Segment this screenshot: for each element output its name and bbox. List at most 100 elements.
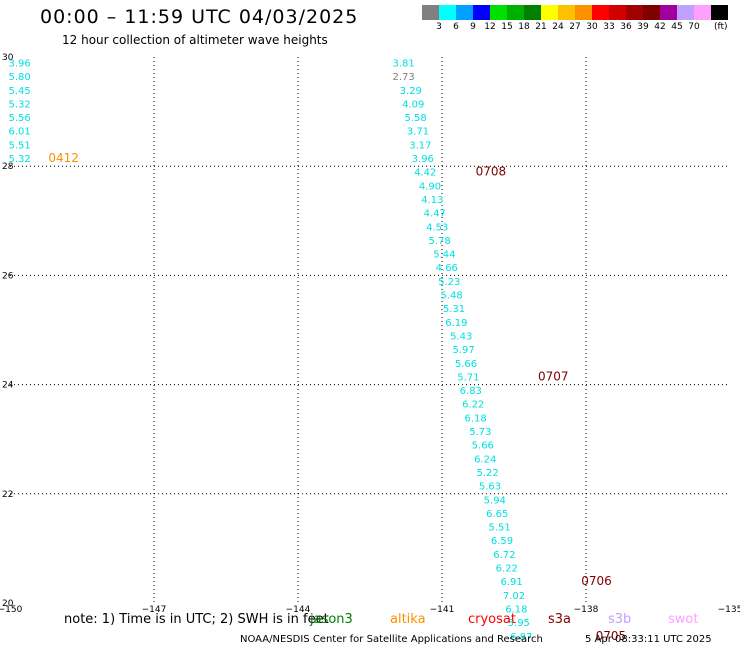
latitude-tick-label: 26 <box>2 271 14 281</box>
wave-height-value: 3.29 <box>400 86 422 97</box>
wave-height-value: 4.66 <box>436 263 458 274</box>
color-swatch <box>490 5 507 20</box>
wave-height-value: 6.87 <box>510 632 532 643</box>
pass-time-label: 0705 <box>596 629 627 643</box>
plot-subtitle: 12 hour collection of altimeter wave hei… <box>62 33 328 47</box>
wave-height-value: 2.73 <box>392 72 414 83</box>
color-legend-label: 15 <box>501 22 513 32</box>
longitude-tick-label: −135 <box>718 605 740 615</box>
wave-height-value: 6.59 <box>491 536 513 547</box>
wave-height-value: 5.66 <box>472 441 494 452</box>
legend-unit: (ft) <box>714 22 728 32</box>
wave-height-value: 5.80 <box>8 72 30 83</box>
color-swatch <box>626 5 643 20</box>
wave-height-value: 6.01 <box>8 127 30 138</box>
pass-time-label: 0708 <box>476 165 507 179</box>
latitude-tick-label: 24 <box>2 381 14 391</box>
wave-height-value: 5.31 <box>443 304 465 315</box>
wave-height-value: 5.51 <box>488 523 510 534</box>
color-swatch <box>660 5 677 20</box>
color-swatch <box>524 5 541 20</box>
color-swatch <box>439 5 456 20</box>
wave-height-value: 3.71 <box>407 127 429 138</box>
wave-height-value: 5.43 <box>450 331 472 342</box>
wave-height-value: 4.42 <box>414 168 436 179</box>
color-legend-label: 18 <box>518 22 530 32</box>
satellite-legend-item: s3a <box>548 612 572 627</box>
longitude-tick-label: −147 <box>142 605 167 615</box>
wave-height-value: 3.96 <box>8 58 30 69</box>
color-legend-label: 30 <box>586 22 598 32</box>
wave-height-value: 6.83 <box>460 386 482 397</box>
color-swatch <box>422 5 439 20</box>
satellite-legend-item: swot <box>668 612 699 627</box>
wave-height-value: 4.90 <box>419 181 441 192</box>
color-swatch <box>473 5 490 20</box>
wave-height-value: 6.22 <box>496 564 518 575</box>
wave-height-value: 5.48 <box>440 291 462 302</box>
color-legend-label: 27 <box>569 22 581 32</box>
color-swatch <box>456 5 473 20</box>
pass-time-label: 0412 <box>48 151 79 165</box>
longitude-tick-label: −141 <box>430 605 455 615</box>
wave-height-value: 6.18 <box>464 413 486 424</box>
color-legend-label: 12 <box>484 22 496 32</box>
credit-text: NOAA/NESDIS Center for Satellite Applica… <box>240 634 543 645</box>
color-legend-label: 39 <box>637 22 649 32</box>
wave-height-value: 4.47 <box>424 209 446 220</box>
wave-height-value: 4.09 <box>402 99 424 110</box>
wave-height-value: 5.71 <box>457 372 479 383</box>
generated-timestamp: 5 Apr 08:33:11 UTC 2025 <box>585 634 712 645</box>
satellite-legend-item: altika <box>390 612 426 627</box>
wave-height-value: 6.19 <box>445 318 467 329</box>
longitude-tick-label: −144 <box>286 605 311 615</box>
color-legend-label: 3 <box>436 22 442 32</box>
wave-height-value: 5.22 <box>476 468 498 479</box>
latitude-tick-label: 22 <box>2 490 13 500</box>
color-legend-label: 9 <box>470 22 476 32</box>
color-legend-label: 21 <box>535 22 547 32</box>
color-swatch <box>694 5 711 20</box>
color-swatch <box>643 5 660 20</box>
wave-height-value: 7.02 <box>503 591 525 602</box>
pass-time-label: 0706 <box>581 574 612 588</box>
wave-height-value: 5.44 <box>433 250 455 261</box>
color-swatch <box>575 5 592 20</box>
color-swatch <box>558 5 575 20</box>
wave-height-value: 5.45 <box>8 86 30 97</box>
color-legend-label: 42 <box>654 22 666 32</box>
latitude-tick-label: 20 <box>2 599 14 609</box>
footnote: note: 1) Time is in UTC; 2) SWH is in fe… <box>64 612 329 627</box>
wave-height-value: 5.23 <box>438 277 460 288</box>
wave-height-value: 6.91 <box>500 577 522 588</box>
color-swatch <box>541 5 558 20</box>
wave-height-value: 6.18 <box>505 604 527 615</box>
wave-height-value: 6.65 <box>486 509 508 520</box>
wave-height-value: 5.95 <box>508 618 530 629</box>
latitude-tick-label: 28 <box>2 162 14 172</box>
wave-height-value: 5.51 <box>8 140 30 151</box>
color-legend-label: 36 <box>620 22 632 32</box>
latitude-tick-label: 30 <box>2 53 14 63</box>
wave-height-value: 5.73 <box>469 427 491 438</box>
wave-height-value: 3.17 <box>409 140 431 151</box>
wave-height-value: 6.22 <box>462 400 484 411</box>
wave-height-value: 4.53 <box>426 222 448 233</box>
pass-time-label: 0707 <box>538 369 569 383</box>
wave-height-value: 5.63 <box>479 482 501 493</box>
wave-height-value: 5.32 <box>8 99 30 110</box>
wave-height-value: 6.72 <box>493 550 515 561</box>
color-swatch <box>677 5 694 20</box>
longitude-tick-label: −150 <box>0 605 23 615</box>
wave-height-value: 5.66 <box>455 359 477 370</box>
color-swatch <box>507 5 524 20</box>
color-swatch <box>609 5 626 20</box>
wave-height-value: 3.81 <box>392 58 414 69</box>
wave-height-value: 5.56 <box>8 113 30 124</box>
plot-title: 00:00 – 11:59 UTC 04/03/2025 <box>40 6 359 28</box>
wave-height-value: 5.94 <box>484 495 506 506</box>
longitude-tick-label: −138 <box>574 605 599 615</box>
wave-height-value: 4.13 <box>421 195 443 206</box>
wave-height-value: 5.58 <box>404 113 426 124</box>
